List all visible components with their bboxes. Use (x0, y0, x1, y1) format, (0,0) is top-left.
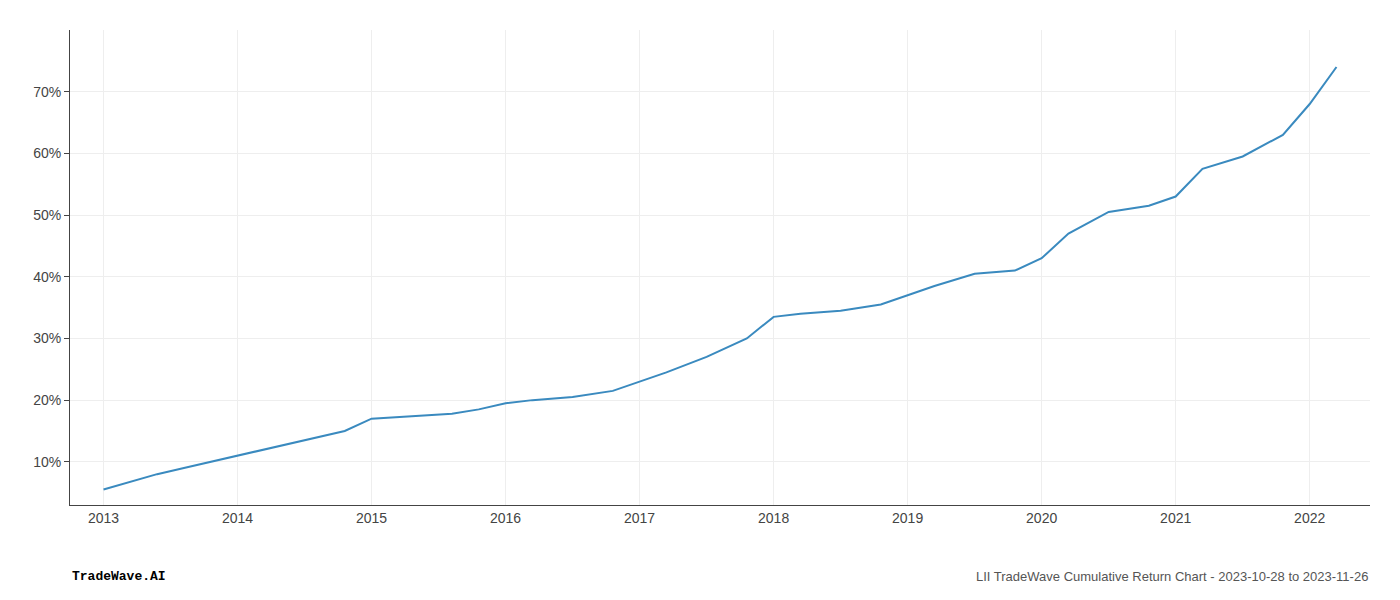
svg-text:2014: 2014 (222, 510, 253, 526)
svg-text:30%: 30% (33, 330, 61, 346)
svg-text:2015: 2015 (356, 510, 387, 526)
svg-text:10%: 10% (33, 454, 61, 470)
svg-text:2020: 2020 (1026, 510, 1057, 526)
svg-text:2013: 2013 (88, 510, 119, 526)
svg-text:2016: 2016 (490, 510, 521, 526)
svg-text:2019: 2019 (892, 510, 923, 526)
svg-text:70%: 70% (33, 84, 61, 100)
svg-text:50%: 50% (33, 207, 61, 223)
svg-text:20%: 20% (33, 392, 61, 408)
svg-text:60%: 60% (33, 145, 61, 161)
svg-text:2017: 2017 (624, 510, 655, 526)
svg-text:2022: 2022 (1294, 510, 1325, 526)
svg-text:2018: 2018 (758, 510, 789, 526)
svg-text:40%: 40% (33, 269, 61, 285)
svg-text:2021: 2021 (1160, 510, 1191, 526)
svg-text:LII TradeWave Cumulative Retur: LII TradeWave Cumulative Return Chart - … (976, 569, 1368, 584)
svg-text:TradeWave.AI: TradeWave.AI (72, 569, 166, 584)
